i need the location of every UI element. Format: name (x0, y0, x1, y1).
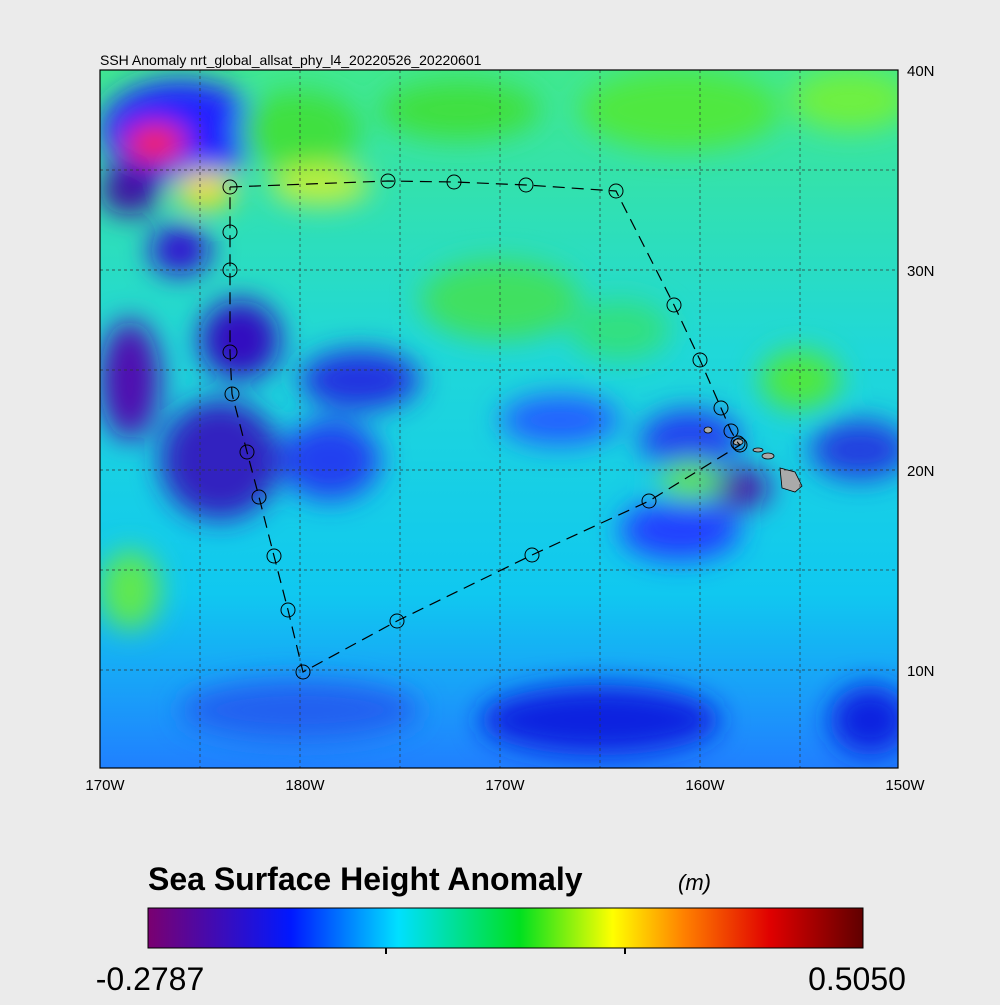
lat-labels: 40N 30N 20N 10N (907, 63, 935, 680)
grid (100, 70, 898, 768)
lon-label: 170W (485, 777, 525, 794)
colorbar-min: -0.2787 (96, 961, 205, 997)
colorbar-unit: (m) (678, 870, 711, 895)
map-title: SSH Anomaly nrt_global_allsat_phy_l4_202… (100, 52, 482, 68)
lon-label: 170W (85, 777, 125, 794)
colorbar-title: Sea Surface Height Anomaly (148, 861, 583, 897)
islands (703, 426, 803, 493)
lon-label: 160W (685, 777, 725, 794)
lon-label: 150W (885, 777, 925, 794)
map-frame (99, 69, 899, 769)
lon-labels: 170W 180W 170W 160W 150W (85, 777, 925, 794)
lat-label: 20N (907, 463, 935, 480)
lat-label: 10N (907, 663, 935, 680)
colorbar (147, 907, 864, 949)
lon-label: 180W (285, 777, 325, 794)
track (222, 173, 748, 680)
colorbar-max: 0.5050 (808, 961, 906, 997)
lat-label: 40N (907, 63, 935, 80)
ssh-field (100, 70, 898, 768)
lat-label: 30N (907, 263, 935, 280)
